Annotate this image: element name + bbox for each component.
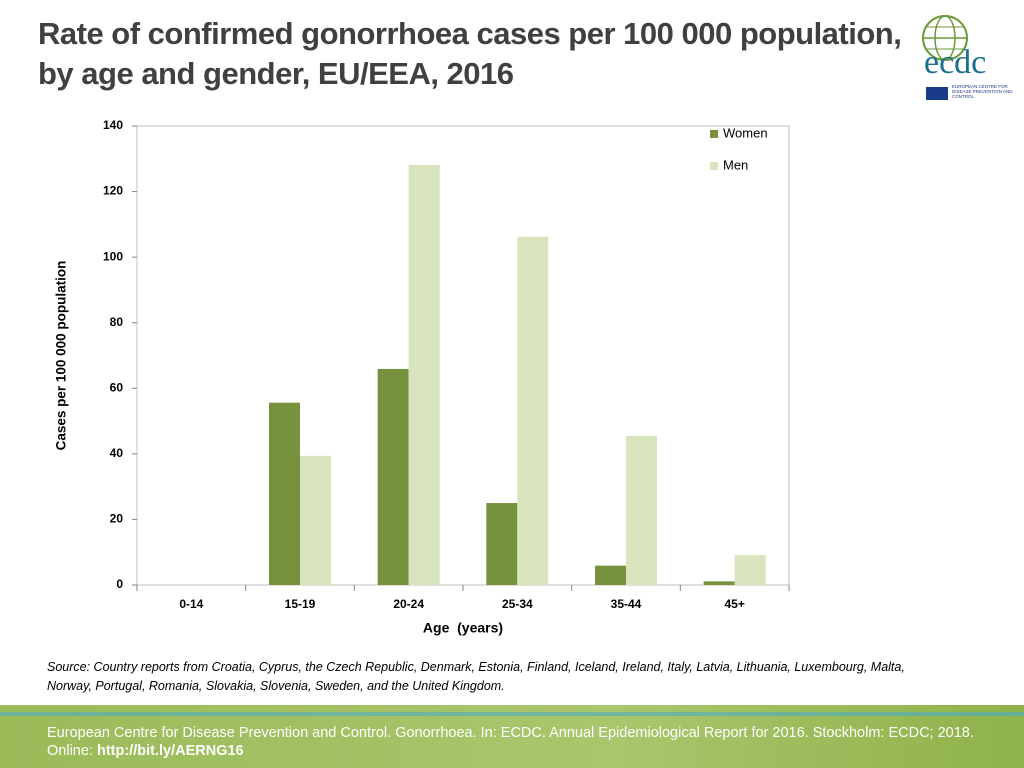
x-tick-label: 15-19 xyxy=(285,597,316,611)
bar xyxy=(626,435,657,585)
bar xyxy=(269,402,300,585)
bar xyxy=(486,503,518,585)
bar xyxy=(703,581,735,585)
y-tick-label: 60 xyxy=(110,380,124,394)
source-note: Source: Country reports from Croatia, Cy… xyxy=(47,660,905,693)
footer-line xyxy=(0,712,1024,716)
x-tick-label: 45+ xyxy=(724,597,744,611)
citation: European Centre for Disease Prevention a… xyxy=(47,725,974,759)
legend-label: Women xyxy=(723,125,768,140)
bar xyxy=(517,236,549,585)
logo-globe xyxy=(922,15,968,100)
logo-tagline: EUROPEAN CENTRE FOR DISEASE PREVENTION A… xyxy=(952,84,1013,99)
footer-text: European Centre for Disease Prevention a… xyxy=(47,724,997,760)
x-tick-label: 35-44 xyxy=(611,597,642,611)
y-axis-title: Cases per 100 000 population xyxy=(54,261,69,451)
x-tick-label: 0-14 xyxy=(179,597,203,611)
y-tick-label: 0 xyxy=(116,577,123,591)
slide-title: Rate of confirmed gonorrhoea cases per 1… xyxy=(38,16,902,91)
plot-area xyxy=(136,125,790,586)
y-tick-label: 140 xyxy=(103,118,123,132)
x-tick-label: 25-34 xyxy=(502,597,533,611)
chart: 0 20 40 60 80 100 120 140 0-14 15-19 20-24 25-34 35-… xyxy=(54,118,790,636)
y-tick-label: 80 xyxy=(110,315,124,329)
bar xyxy=(408,165,440,585)
y-tick-label: 100 xyxy=(103,249,123,263)
legend-label: Men xyxy=(723,157,748,172)
y-tick-label: 120 xyxy=(103,184,123,198)
x-axis-title: Age (years) xyxy=(423,620,503,636)
y-tick-label: 40 xyxy=(110,446,124,460)
legend-swatch xyxy=(710,162,718,170)
link[interactable]: http://bit.ly/AERNG16 xyxy=(96,743,244,759)
x-tick-label: 20-24 xyxy=(393,597,424,611)
logo-name: ecdc xyxy=(924,44,987,81)
bar xyxy=(300,455,331,585)
bar xyxy=(734,555,766,585)
bar xyxy=(377,368,409,585)
y-tick-label: 20 xyxy=(110,512,124,526)
legend-swatch xyxy=(710,130,718,138)
bar xyxy=(595,565,626,585)
